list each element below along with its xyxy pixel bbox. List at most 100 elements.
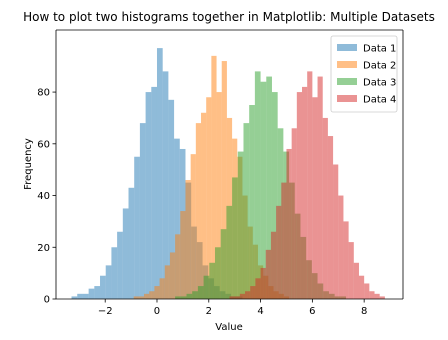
histogram-bar [209, 262, 215, 299]
histogram-bar [88, 288, 95, 299]
x-tick-label: −2 [98, 306, 113, 317]
x-tick-label: 6 [309, 306, 315, 317]
histogram-bar [374, 293, 380, 299]
histogram-bar [195, 123, 202, 299]
histogram-bar [168, 99, 175, 299]
histogram-bar [186, 293, 193, 299]
histogram-bar [122, 208, 129, 299]
histogram-bar [239, 293, 246, 299]
histogram-bar [159, 278, 165, 299]
histogram-bar [180, 296, 187, 299]
histogram-bar [348, 242, 354, 299]
x-tick-label: 2 [206, 306, 212, 317]
histogram-bar [185, 180, 191, 299]
histogram-bar [338, 195, 344, 299]
histogram-bar [133, 296, 139, 299]
histogram-bar [353, 262, 359, 299]
legend-label: Data 1 [363, 44, 396, 55]
histogram-bar [175, 296, 181, 299]
legend-label: Data 4 [363, 95, 396, 106]
histogram-bar [175, 234, 181, 299]
histogram-bar [211, 55, 217, 299]
histogram-bar [270, 231, 277, 299]
y-tick-label: 0 [44, 295, 50, 306]
histogram-bar [139, 123, 146, 299]
y-tick-label: 60 [37, 139, 50, 150]
histogram-bar [100, 275, 106, 299]
histogram-bar [266, 76, 272, 299]
histogram-bar [364, 283, 370, 299]
histogram-bar [190, 154, 196, 299]
legend-swatch [337, 78, 357, 85]
histogram-bar [174, 138, 180, 299]
histogram-bar [255, 278, 261, 299]
histogram-bar [156, 48, 163, 299]
histogram-bar [260, 267, 266, 299]
x-tick-label: 4 [257, 306, 263, 317]
histogram-bar [369, 291, 375, 299]
histogram-bar [216, 92, 222, 299]
y-tick-label: 40 [37, 191, 50, 202]
histogram-bar [312, 97, 318, 299]
histogram-bar [249, 105, 255, 299]
y-tick-label: 20 [37, 243, 50, 254]
histogram-bar [149, 291, 155, 299]
histogram-bar [162, 71, 169, 299]
legend-swatch [337, 95, 357, 102]
histogram-bar [296, 92, 303, 299]
histogram-bar [164, 265, 170, 299]
histogram-bar [192, 291, 198, 299]
histogram-bar [281, 182, 287, 299]
histogram-bar [94, 286, 101, 299]
histogram-bar [138, 296, 145, 299]
histogram-bar [145, 92, 152, 299]
histogram-bar [333, 164, 339, 299]
histogram-bar [197, 286, 204, 299]
histogram-bar [201, 112, 207, 300]
histogram-bar [307, 71, 313, 299]
histogram-bar [276, 205, 282, 299]
histogram-bar [379, 296, 385, 299]
histogram-bar [291, 128, 297, 299]
histogram-bar [111, 247, 118, 299]
histogram-bar [105, 265, 112, 299]
histogram-bar [254, 71, 261, 299]
histogram-bar [234, 296, 240, 299]
histogram-bar [151, 86, 157, 300]
histogram-bar [128, 187, 135, 299]
histogram-bar [250, 286, 256, 299]
x-axis-label: Value [215, 322, 242, 333]
y-axis-label: Frequency [23, 138, 34, 190]
legend-swatch [337, 61, 357, 68]
histogram-bar [243, 123, 250, 299]
histogram-bar [286, 148, 292, 299]
histogram-bar [245, 291, 251, 299]
histogram-bar [226, 205, 233, 299]
legend-box [330, 35, 398, 113]
histogram-bar [327, 136, 334, 299]
histogram-bar [134, 156, 140, 299]
histogram-bar [229, 296, 235, 299]
histogram-bar [358, 275, 365, 299]
histogram-bar [237, 151, 244, 299]
histogram-bar [180, 211, 186, 299]
histogram-bar [144, 293, 150, 299]
histogram-bar [271, 92, 278, 299]
legend-label: Data 3 [363, 78, 396, 89]
chart-title: How to plot two histograms together in M… [23, 10, 435, 24]
histogram-bar [302, 86, 308, 300]
histogram-bar [169, 252, 176, 299]
histogram-bar [206, 97, 212, 299]
histogram-bar [322, 117, 328, 299]
histogram-bar [82, 293, 89, 299]
histogram-bar [343, 221, 349, 299]
histogram-bar [117, 231, 123, 299]
histogram-bar [154, 286, 160, 299]
histogram-bar [260, 81, 267, 299]
histogram-bar [221, 61, 227, 300]
x-tick-label: 0 [154, 306, 160, 317]
legend-label: Data 2 [363, 61, 396, 72]
histogram-bar [265, 249, 271, 299]
x-tick-label: 8 [361, 306, 367, 317]
